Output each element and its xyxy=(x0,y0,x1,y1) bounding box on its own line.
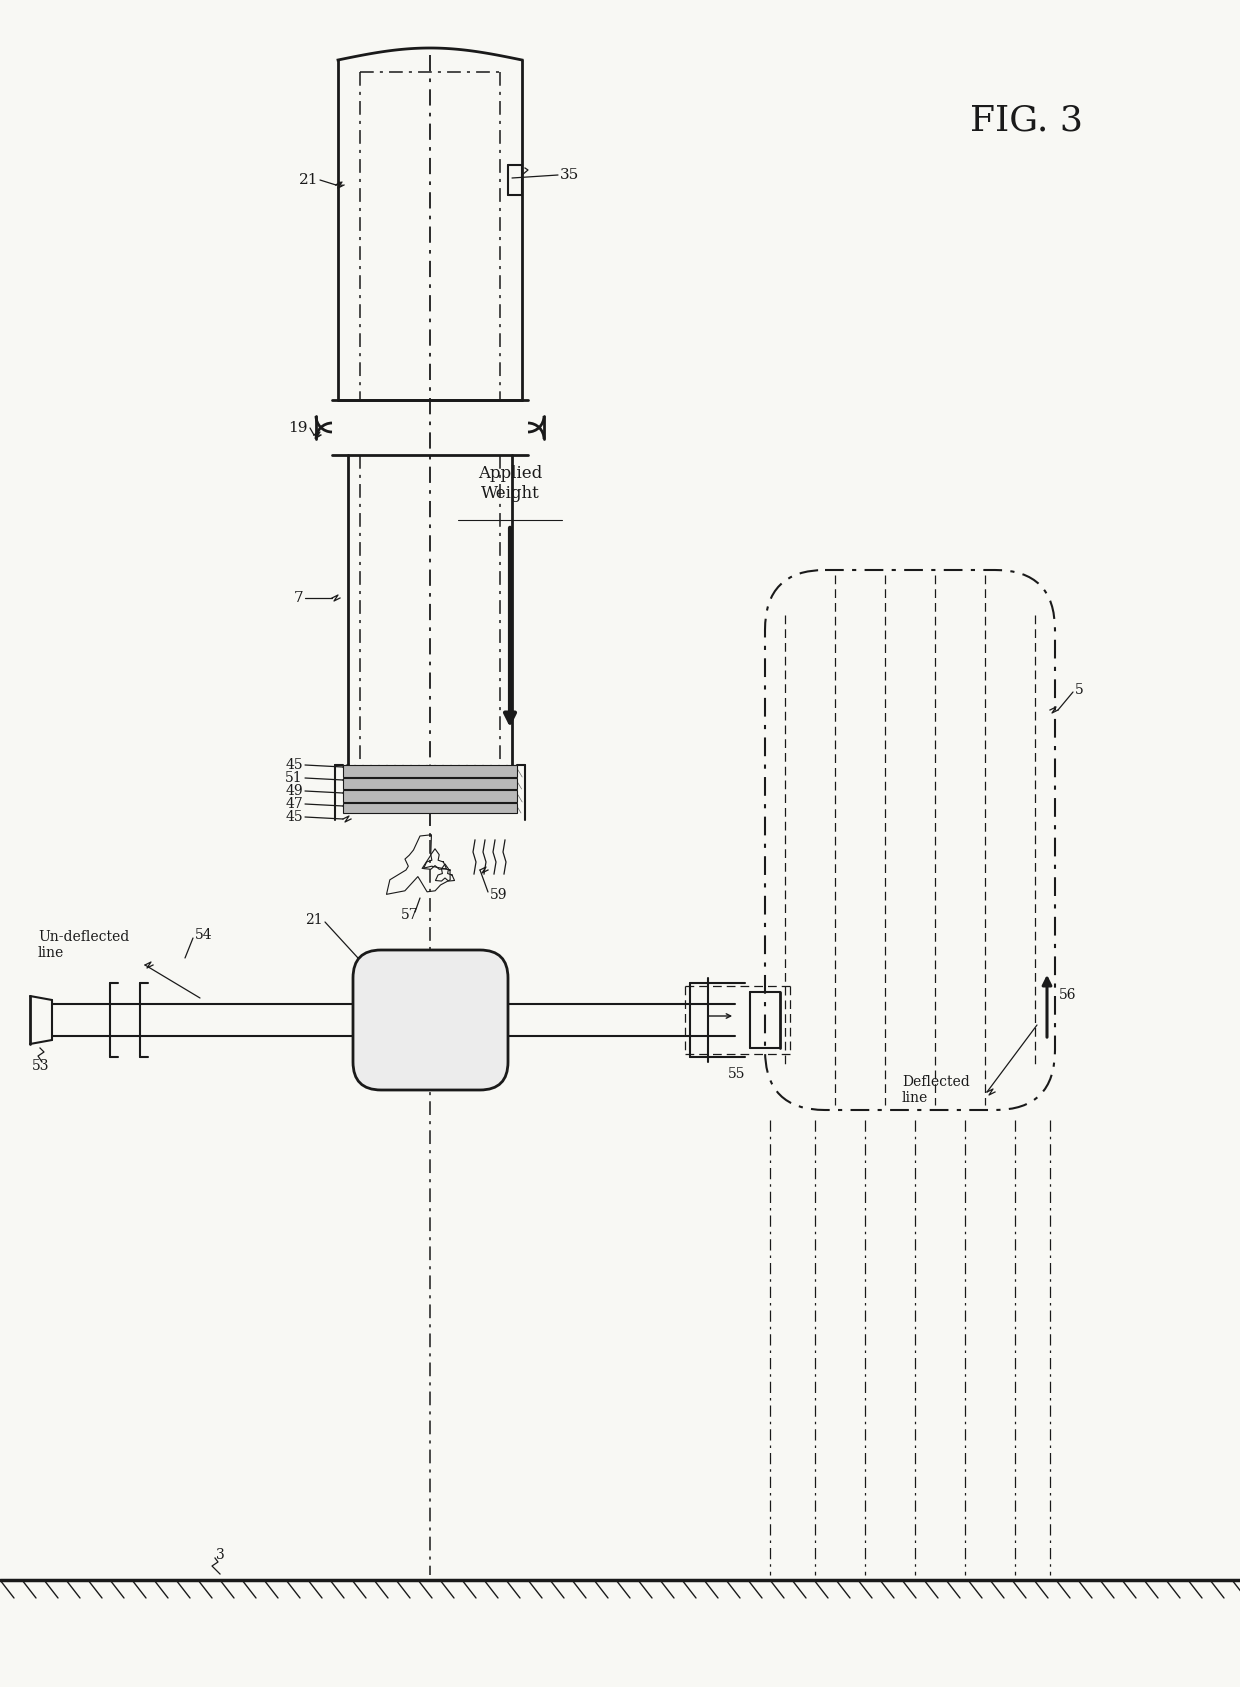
Text: 59: 59 xyxy=(490,887,507,903)
Text: 19: 19 xyxy=(289,422,308,435)
Text: 21: 21 xyxy=(305,913,322,926)
Text: 45: 45 xyxy=(285,810,303,823)
Text: 3: 3 xyxy=(216,1549,224,1562)
Text: 54: 54 xyxy=(195,928,212,941)
Bar xyxy=(343,803,517,813)
Text: 56: 56 xyxy=(1059,989,1076,1002)
Text: 35: 35 xyxy=(560,169,579,182)
Text: Un-deflected
line: Un-deflected line xyxy=(38,930,129,960)
Text: 57: 57 xyxy=(402,908,419,923)
Text: 47: 47 xyxy=(285,796,303,811)
Text: FIG. 3: FIG. 3 xyxy=(970,103,1083,137)
Text: Deflected
line: Deflected line xyxy=(901,1075,970,1105)
Text: 55: 55 xyxy=(728,1066,745,1081)
Bar xyxy=(343,778,517,790)
Text: 5: 5 xyxy=(1075,683,1084,697)
Text: 49: 49 xyxy=(285,784,303,798)
Text: 53: 53 xyxy=(32,1059,50,1073)
Text: 21: 21 xyxy=(299,174,317,187)
Bar xyxy=(343,790,517,801)
Text: 45: 45 xyxy=(285,757,303,773)
Text: Applied
Weight: Applied Weight xyxy=(477,466,542,501)
Text: 51: 51 xyxy=(285,771,303,784)
FancyBboxPatch shape xyxy=(353,950,508,1090)
Bar xyxy=(343,764,517,778)
Text: 7: 7 xyxy=(294,590,303,606)
